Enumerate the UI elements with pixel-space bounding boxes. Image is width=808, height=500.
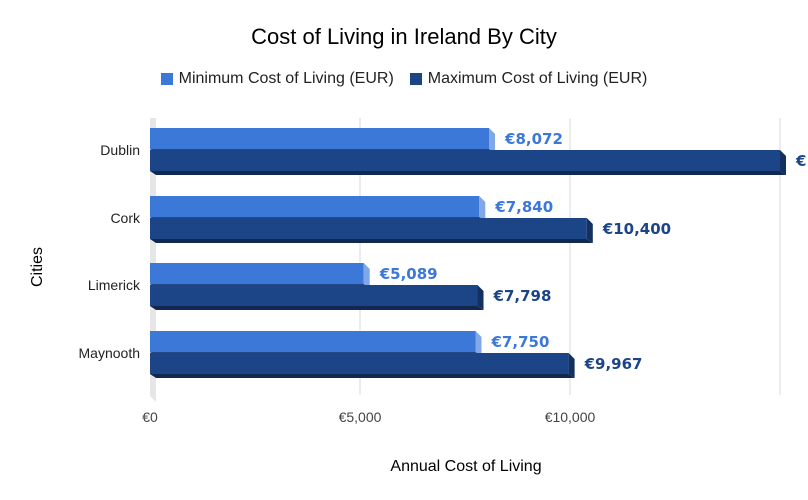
legend-label-min: Minimum Cost of Living (EUR) xyxy=(178,70,394,87)
category-label: Cork xyxy=(110,210,141,226)
bar-side xyxy=(780,150,786,175)
data-label: €7,840 xyxy=(494,198,553,216)
legend-swatch-min xyxy=(160,73,173,85)
legend: Minimum Cost of Living (EUR) Maximum Cos… xyxy=(0,70,808,88)
x-tick-label: €0 xyxy=(142,409,158,425)
bar-max[interactable] xyxy=(150,218,587,239)
axes: €0 €5,000 €10,000 Dublin Cork Limerick Maynoot… xyxy=(79,142,596,425)
data-label: €1 xyxy=(795,152,808,170)
data-labels: €8,072 €1 €7,840 €10,400 €5,089 €7,798 €7,750 €… xyxy=(379,130,808,373)
x-axis-title: Annual Cost of Living xyxy=(390,458,541,475)
legend-item-min[interactable]: Minimum Cost of Living (EUR) xyxy=(160,70,394,88)
data-label: €5,089 xyxy=(379,265,438,283)
bar-min[interactable] xyxy=(150,196,480,217)
category-label: Maynooth xyxy=(79,345,140,361)
bar-side xyxy=(586,218,593,243)
x-tick-label: €5,000 xyxy=(339,409,382,425)
bar-side xyxy=(489,128,496,153)
bar-min[interactable] xyxy=(150,128,490,149)
legend-item-max[interactable]: Maximum Cost of Living (EUR) xyxy=(409,70,648,88)
x-tick-label: €10,000 xyxy=(545,409,596,425)
data-label: €10,400 xyxy=(602,220,671,238)
bar-min[interactable] xyxy=(150,263,364,284)
data-label: €7,798 xyxy=(493,287,552,305)
bar-bottom xyxy=(150,171,786,175)
bar-side xyxy=(475,331,482,356)
y-axis-title: Cities xyxy=(29,247,46,287)
bar-side xyxy=(363,263,370,288)
data-label: €9,967 xyxy=(584,355,643,373)
bar-side xyxy=(477,285,484,310)
category-label: Limerick xyxy=(88,277,141,293)
bar-side xyxy=(479,196,486,221)
bar-max[interactable] xyxy=(150,285,478,306)
bar-max[interactable] xyxy=(150,353,569,374)
bar-side xyxy=(568,353,575,378)
bar-min[interactable] xyxy=(150,331,476,352)
chart-title: Cost of Living in Ireland By City xyxy=(251,24,557,49)
category-label: Dublin xyxy=(100,142,140,158)
bar-max[interactable] xyxy=(150,150,780,171)
bar-bottom xyxy=(150,306,484,310)
bar-bottom xyxy=(150,374,575,378)
legend-swatch-max xyxy=(409,73,422,85)
bar-bottom xyxy=(150,239,593,243)
data-label: €8,072 xyxy=(504,130,563,148)
data-label: €7,750 xyxy=(491,333,550,351)
bars xyxy=(150,128,786,378)
legend-label-max: Maximum Cost of Living (EUR) xyxy=(427,70,648,87)
